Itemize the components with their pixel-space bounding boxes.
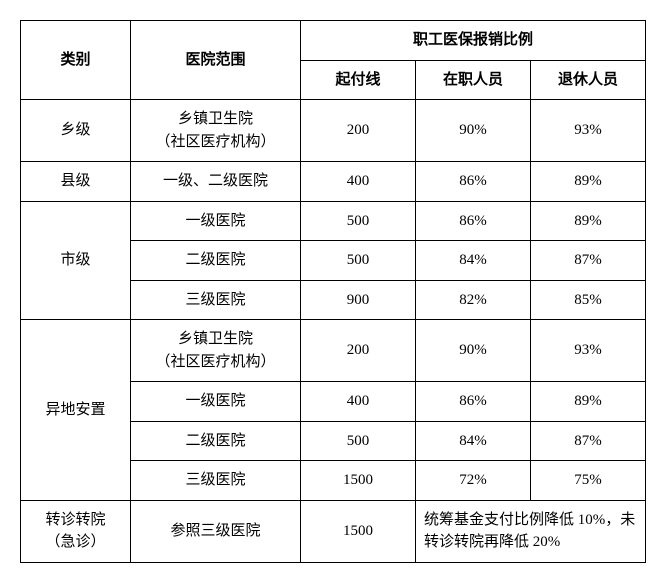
cell-category: 转诊转院（急诊） [21, 500, 131, 562]
cell-scope: 乡镇卫生院（社区医疗机构） [131, 100, 301, 162]
cell-deductible: 200 [301, 100, 416, 162]
cell-deductible: 500 [301, 201, 416, 241]
cell-deductible: 400 [301, 382, 416, 422]
cell-retired: 85% [531, 280, 646, 320]
cell-scope: 二级医院 [131, 421, 301, 461]
cell-on-job: 84% [416, 421, 531, 461]
header-deductible: 起付线 [301, 60, 416, 100]
cell-retired: 93% [531, 320, 646, 382]
cell-on-job: 84% [416, 241, 531, 281]
cell-on-job: 86% [416, 201, 531, 241]
table-row: 乡级 乡镇卫生院（社区医疗机构） 200 90% 93% [21, 100, 646, 162]
cell-category: 乡级 [21, 100, 131, 162]
cell-deductible: 500 [301, 421, 416, 461]
table-row: 县级 一级、二级医院 400 86% 89% [21, 162, 646, 202]
cell-deductible: 200 [301, 320, 416, 382]
cell-deductible: 500 [301, 241, 416, 281]
cell-scope: 二级医院 [131, 241, 301, 281]
header-retired: 退休人员 [531, 60, 646, 100]
cell-scope: 一级医院 [131, 382, 301, 422]
cell-on-job: 90% [416, 100, 531, 162]
cell-category: 异地安置 [21, 320, 131, 501]
cell-retired: 89% [531, 382, 646, 422]
cell-scope: 三级医院 [131, 461, 301, 501]
cell-note: 统筹基金支付比例降低 10%，未转诊转院再降低 20% [416, 500, 646, 562]
header-category: 类别 [21, 21, 131, 100]
cell-category: 市级 [21, 201, 131, 320]
cell-retired: 93% [531, 100, 646, 162]
cell-deductible: 1500 [301, 500, 416, 562]
cell-scope: 一级医院 [131, 201, 301, 241]
cell-retired: 75% [531, 461, 646, 501]
cell-retired: 87% [531, 421, 646, 461]
cell-retired: 87% [531, 241, 646, 281]
table-row: 市级 一级医院 500 86% 89% [21, 201, 646, 241]
cell-retired: 89% [531, 162, 646, 202]
cell-scope: 乡镇卫生院（社区医疗机构） [131, 320, 301, 382]
cell-on-job: 86% [416, 162, 531, 202]
table-row: 转诊转院（急诊） 参照三级医院 1500 统筹基金支付比例降低 10%，未转诊转… [21, 500, 646, 562]
cell-scope: 三级医院 [131, 280, 301, 320]
table-row: 异地安置 乡镇卫生院（社区医疗机构） 200 90% 93% [21, 320, 646, 382]
cell-category: 县级 [21, 162, 131, 202]
header-ratio-group: 职工医保报销比例 [301, 21, 646, 61]
cell-on-job: 72% [416, 461, 531, 501]
cell-on-job: 90% [416, 320, 531, 382]
cell-scope: 一级、二级医院 [131, 162, 301, 202]
header-hospital-scope: 医院范围 [131, 21, 301, 100]
cell-deductible: 1500 [301, 461, 416, 501]
cell-scope: 参照三级医院 [131, 500, 301, 562]
cell-deductible: 400 [301, 162, 416, 202]
cell-on-job: 82% [416, 280, 531, 320]
header-on-job: 在职人员 [416, 60, 531, 100]
reimbursement-table: 类别 医院范围 职工医保报销比例 起付线 在职人员 退休人员 乡级 乡镇卫生院（… [20, 20, 646, 563]
cell-deductible: 900 [301, 280, 416, 320]
table-header-row-1: 类别 医院范围 职工医保报销比例 [21, 21, 646, 61]
cell-retired: 89% [531, 201, 646, 241]
cell-on-job: 86% [416, 382, 531, 422]
